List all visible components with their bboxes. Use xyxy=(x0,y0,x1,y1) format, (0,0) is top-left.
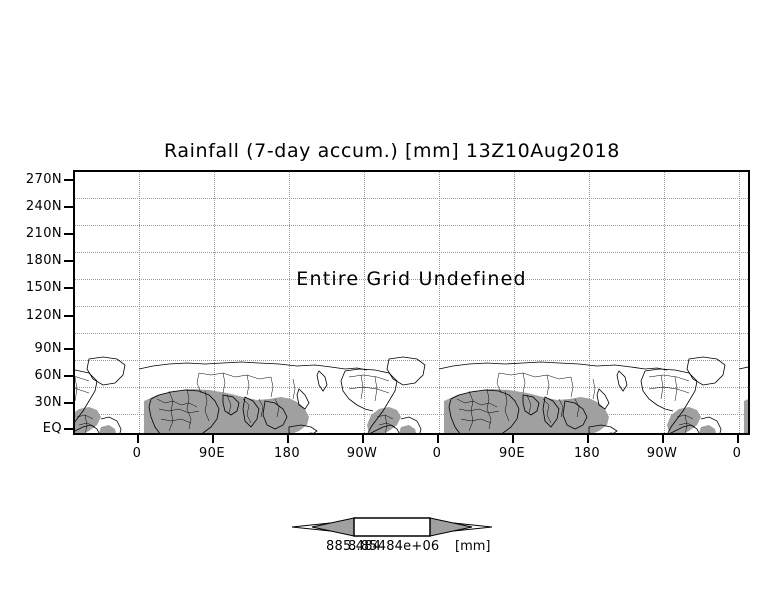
y-tick-label: 270N xyxy=(25,172,62,187)
gridline-horizontal xyxy=(75,333,748,334)
gridline-vertical xyxy=(214,172,215,433)
colorbar-units-label: [mm] xyxy=(455,539,491,554)
y-tick-mark xyxy=(64,206,73,208)
x-tick-mark xyxy=(662,435,664,443)
x-tick-mark xyxy=(212,435,214,443)
colorbar-center-box xyxy=(353,517,431,537)
x-tick-label: 90W xyxy=(646,446,678,461)
x-tick-mark xyxy=(137,435,139,443)
x-tick-label: 0 xyxy=(132,446,142,461)
colorbar-left-wedge xyxy=(311,517,355,537)
colorbar-svg xyxy=(291,517,493,537)
y-tick-label: 90N xyxy=(34,341,62,356)
y-tick-mark xyxy=(64,287,73,289)
gridline-vertical xyxy=(514,172,515,433)
entire-grid-undefined-message: Entire Grid Undefined xyxy=(296,268,527,290)
map-plot-area[interactable]: Entire Grid Undefined xyxy=(73,170,750,435)
y-tick-label: 240N xyxy=(25,199,62,214)
gridline-horizontal xyxy=(75,225,748,226)
x-tick-label: 90E xyxy=(499,446,525,461)
gridline-vertical xyxy=(589,172,590,433)
y-tick-label: 30N xyxy=(34,395,62,410)
y-tick-mark xyxy=(64,233,73,235)
x-tick-label: 180 xyxy=(573,446,600,461)
gridline-vertical xyxy=(739,172,740,433)
y-tick-mark xyxy=(64,260,73,262)
gridline-vertical xyxy=(289,172,290,433)
y-tick-label: 120N xyxy=(25,308,62,323)
x-tick-label: 0 xyxy=(432,446,442,461)
x-tick-label: 90W xyxy=(346,446,378,461)
colorbar-right-wedge xyxy=(429,517,473,537)
y-tick-mark xyxy=(64,315,73,317)
colorbar[interactable] xyxy=(291,512,493,542)
gridline-vertical xyxy=(364,172,365,433)
x-tick-mark xyxy=(287,435,289,443)
x-tick-mark xyxy=(737,435,739,443)
gridline-vertical xyxy=(139,172,140,433)
x-tick-label: 0 xyxy=(732,446,742,461)
gridline-horizontal xyxy=(75,198,748,199)
x-tick-mark xyxy=(512,435,514,443)
x-tick-label: 90E xyxy=(199,446,225,461)
y-tick-mark xyxy=(64,375,73,377)
gridline-horizontal xyxy=(75,387,748,388)
colorbar-labels: 885.484 8.85484e+06 [mm] xyxy=(292,539,492,557)
y-tick-mark xyxy=(64,348,73,350)
gridlines xyxy=(75,172,748,433)
gridline-vertical xyxy=(439,172,440,433)
y-tick-label: 60N xyxy=(34,368,62,383)
y-tick-label: EQ xyxy=(42,421,62,436)
page-title: Rainfall (7-day accum.) [mm] 13Z10Aug201… xyxy=(164,140,620,162)
y-tick-label: 180N xyxy=(25,253,62,268)
undefined-overlay: Entire Grid Undefined xyxy=(75,172,748,433)
x-tick-label: 180 xyxy=(273,446,300,461)
y-tick-mark xyxy=(64,428,73,430)
x-tick-mark xyxy=(587,435,589,443)
y-tick-label: 150N xyxy=(25,280,62,295)
gridline-horizontal xyxy=(75,252,748,253)
gridline-horizontal xyxy=(75,414,748,415)
colorbar-max-label: 8.85484e+06 xyxy=(348,539,440,554)
y-tick-label: 210N xyxy=(25,226,62,241)
x-tick-mark xyxy=(362,435,364,443)
gridline-horizontal xyxy=(75,360,748,361)
gridline-horizontal xyxy=(75,306,748,307)
gridline-vertical xyxy=(664,172,665,433)
x-tick-mark xyxy=(437,435,439,443)
colorbar-min-label: 885.484 xyxy=(326,539,382,554)
y-tick-mark xyxy=(64,179,73,181)
y-tick-mark xyxy=(64,402,73,404)
gridline-horizontal xyxy=(75,279,748,280)
